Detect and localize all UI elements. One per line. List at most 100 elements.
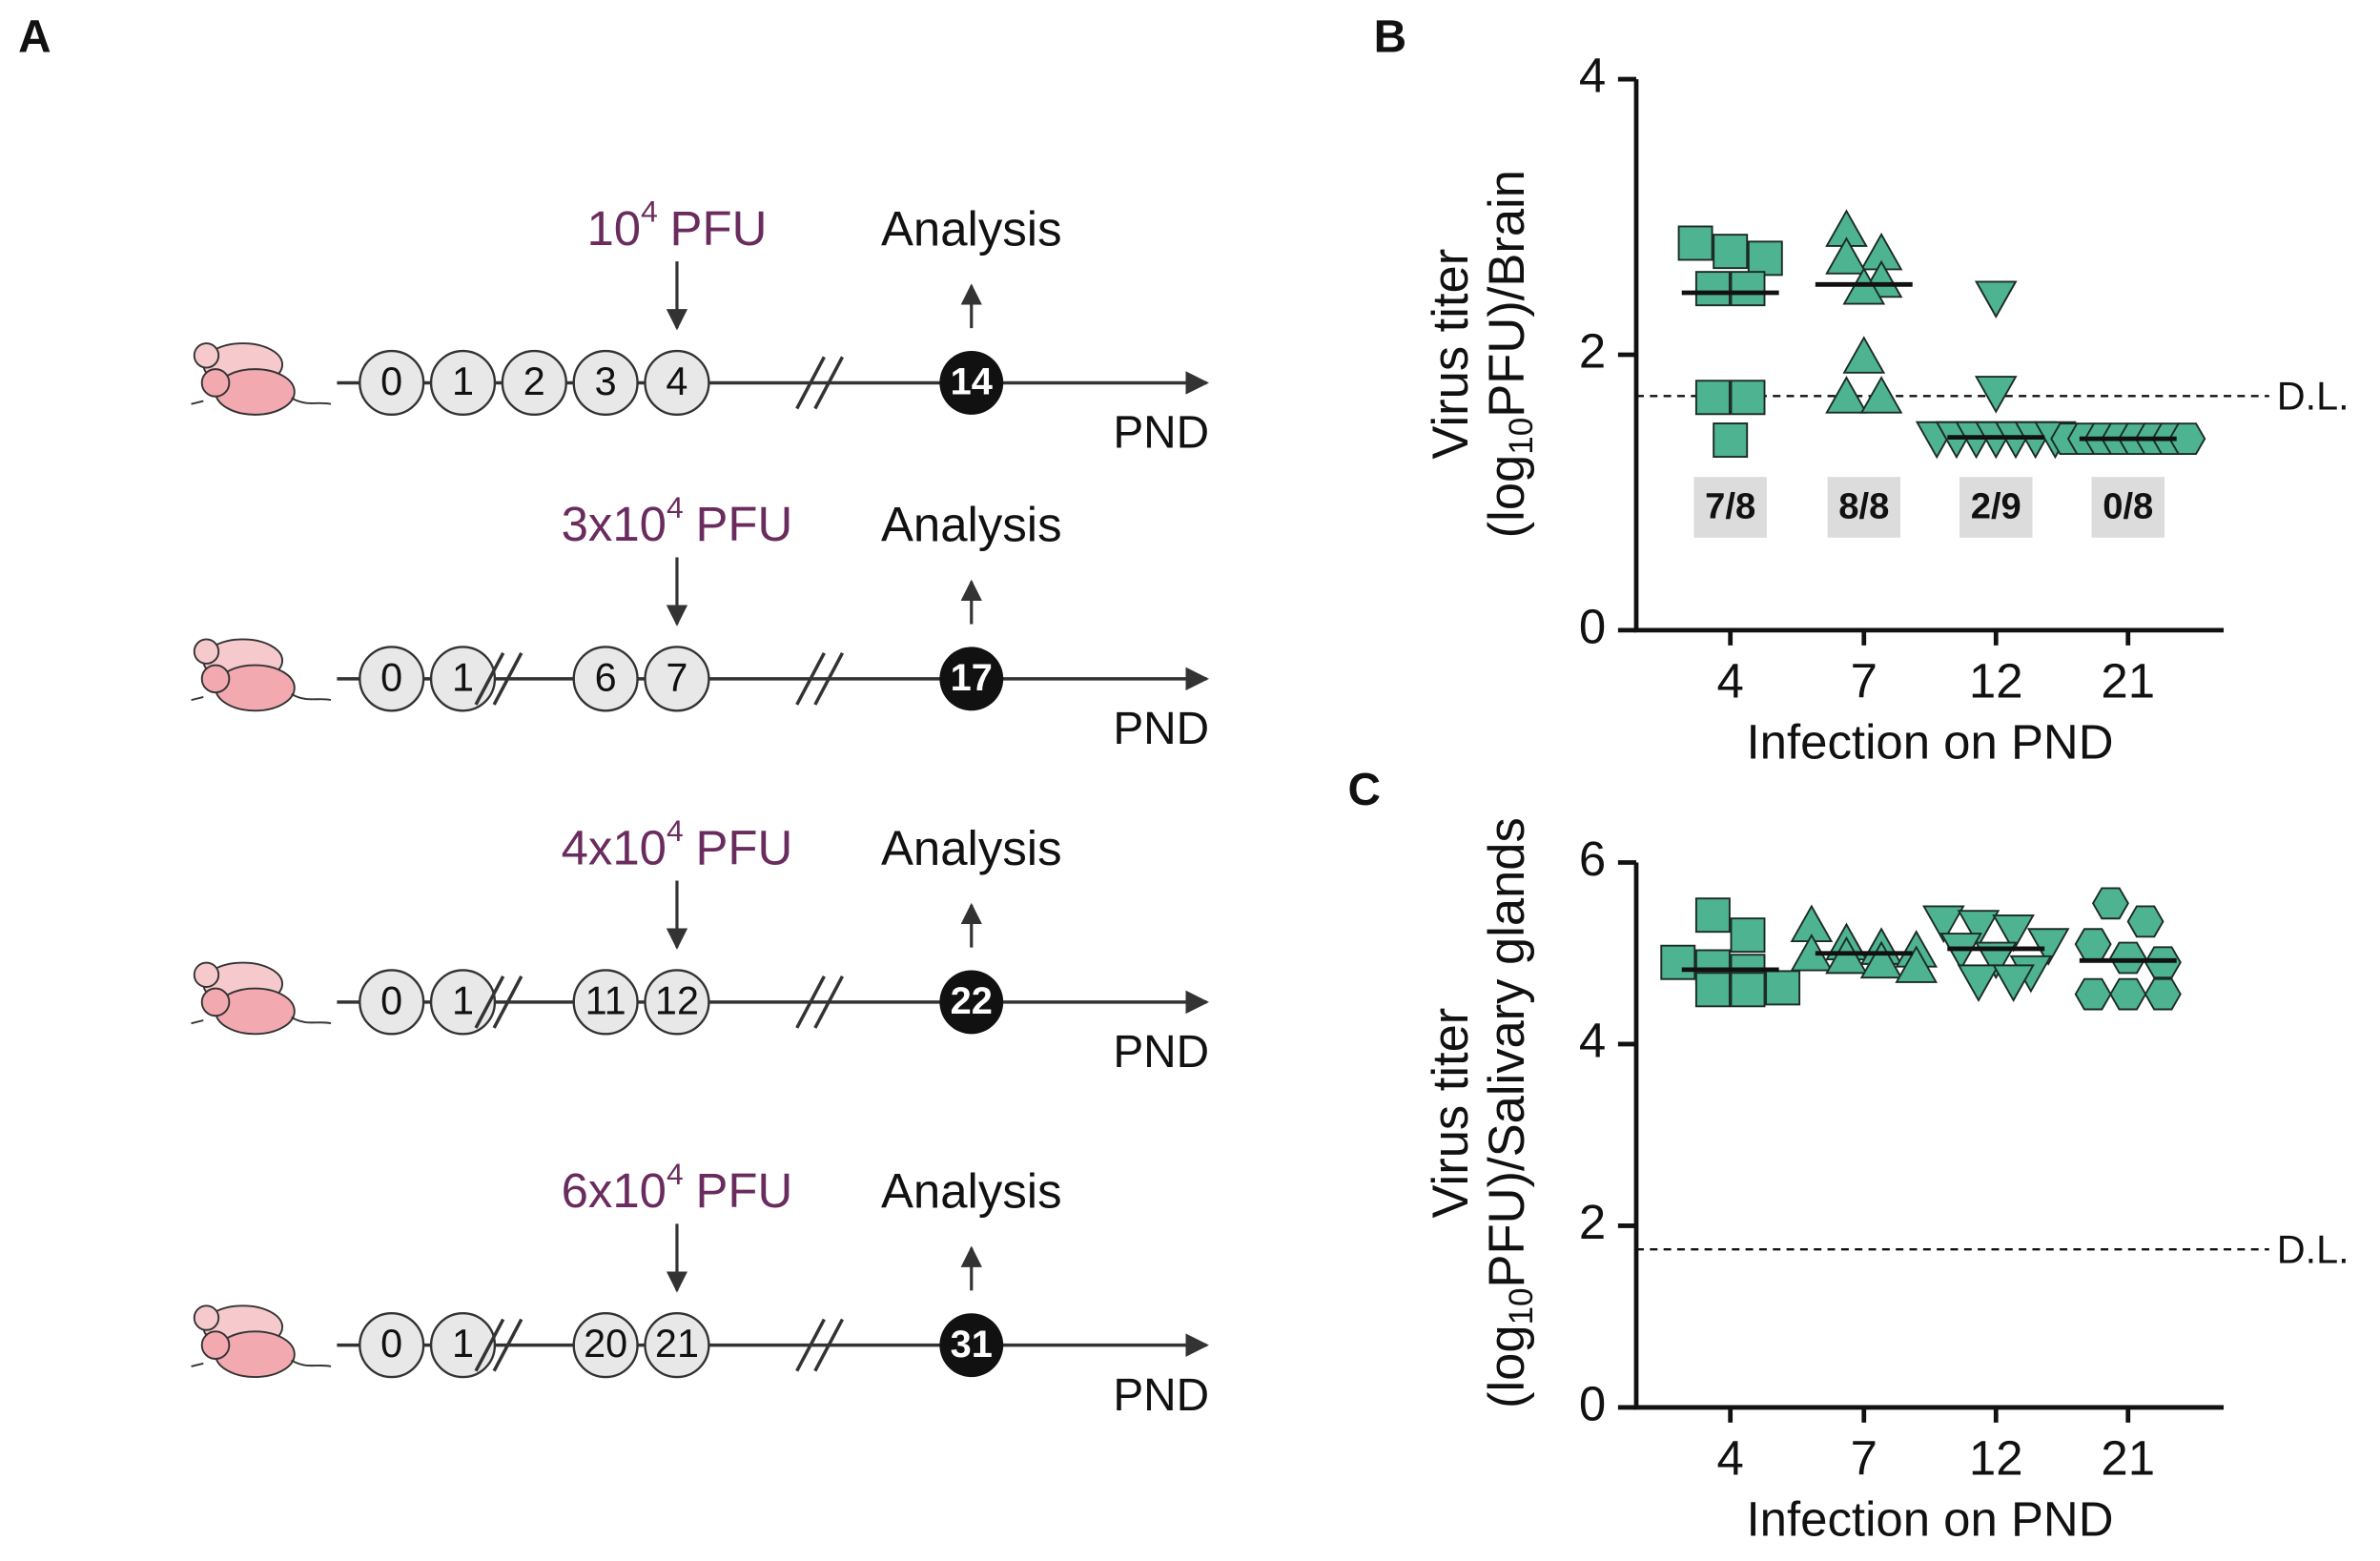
y-axis-title-part: PFU)/Salivary glands (1479, 817, 1535, 1287)
day-circle (429, 969, 497, 1036)
marker-inverted-triangle (1939, 933, 1982, 971)
marker-inverted-triangle (1992, 964, 2035, 1002)
marker-hexagon (2074, 977, 2112, 1011)
x-tick-label: 7 (1851, 1431, 1877, 1486)
panel-label: B (1374, 11, 1406, 62)
panel-label: A (18, 11, 51, 62)
day-circle (359, 1312, 425, 1379)
marker-square (1694, 271, 1731, 307)
axis-break (474, 976, 505, 1029)
panel-label: C (1348, 765, 1381, 815)
x-tick-label: 21 (2101, 654, 2155, 709)
day-label: 1 (452, 359, 474, 403)
y-axis-title: (log10PFU)/Brain (1479, 170, 1541, 538)
marker-inverted-triangle (1974, 941, 2018, 980)
analysis-label: Analysis (881, 201, 1062, 256)
y-tick-label: 2 (1579, 323, 1606, 378)
day-label: 20 (584, 1322, 627, 1366)
axis-break (474, 651, 505, 706)
marker-inverted-triangle (1957, 910, 2000, 948)
marker-square (1694, 897, 1731, 934)
day-circle (644, 646, 710, 712)
annotation-box (1827, 477, 1900, 538)
dose-label: 104 PFU (586, 195, 767, 256)
marker-square (1765, 970, 1801, 1006)
marker-triangle (1825, 376, 1868, 414)
y-axis-title-part: (log (1479, 1325, 1535, 1408)
marker-inverted-triangle (1922, 905, 1965, 944)
analysis-day-circle (939, 647, 1004, 711)
day-circle (572, 646, 639, 712)
x-tick-label: 7 (1851, 654, 1877, 709)
marker-square (1730, 917, 1766, 954)
axis-break (492, 651, 523, 706)
dose-label: 6x104 PFU (562, 1157, 793, 1218)
marker-square (1694, 972, 1731, 1008)
marker-square (1694, 380, 1731, 416)
day-label: 0 (380, 655, 402, 699)
day-label: 3 (595, 359, 617, 403)
marker-triangle (1895, 945, 1939, 983)
axis-label: PND (1113, 408, 1209, 459)
mouse-icon (190, 961, 332, 1036)
dose-unit: PFU (695, 498, 792, 552)
day-label: 0 (380, 359, 402, 403)
day-circle (429, 1312, 497, 1379)
day-circle (501, 349, 567, 417)
marker-hexagon (2109, 977, 2147, 1011)
y-tick-label: 0 (1579, 1376, 1606, 1430)
dose-exponent: 4 (667, 1157, 684, 1191)
day-label: 0 (380, 978, 402, 1022)
annotation-box (1959, 477, 2033, 538)
dose-label: 4x104 PFU (562, 814, 793, 875)
mouse-icon (190, 342, 332, 416)
day-label: 12 (655, 978, 699, 1022)
marker-square (1660, 944, 1696, 980)
y-tick-label: 6 (1579, 832, 1606, 886)
axis-break (813, 651, 845, 706)
day-circle (572, 969, 639, 1036)
axis-break (813, 1318, 845, 1372)
day-circle (359, 646, 425, 712)
x-tick-label: 12 (1969, 654, 2023, 709)
y-tick-label: 0 (1579, 599, 1606, 653)
day-circle (644, 1312, 710, 1379)
detection-limit-label: D.L. (2277, 1227, 2349, 1271)
axis-break (795, 651, 826, 706)
detection-limit-label: D.L. (2277, 374, 2349, 418)
marker-hexagon (2074, 928, 2112, 961)
marker-inverted-triangle (1992, 914, 2035, 953)
day-circle (429, 349, 497, 417)
analysis-day-label: 31 (951, 1324, 993, 1366)
dose-exponent: 4 (641, 195, 658, 229)
marker-triangle (1859, 376, 1903, 414)
x-tick-label: 4 (1717, 1431, 1744, 1486)
day-label: 1 (452, 1322, 474, 1366)
annotation: 2/9 (1971, 486, 2021, 527)
analysis-day-circle (939, 1313, 1004, 1378)
axis-label: PND (1113, 1370, 1209, 1421)
annotation: 8/8 (1838, 486, 1889, 527)
marker-square (1713, 422, 1749, 459)
analysis-label: Analysis (881, 498, 1062, 552)
marker-triangle (1842, 336, 1886, 374)
axis-break (474, 1318, 505, 1372)
marker-inverted-triangle (1974, 280, 2018, 318)
y-axis-title: (log10PFU)/Salivary glands (1479, 817, 1541, 1408)
dose-unit: PFU (670, 201, 768, 256)
axis-break (795, 1318, 826, 1372)
day-label: 1 (452, 655, 474, 699)
marker-inverted-triangle (1957, 964, 2000, 1002)
day-label: 6 (595, 655, 617, 699)
dose-base: 6x10 (562, 1164, 667, 1219)
day-label: 11 (585, 978, 626, 1022)
marker-square (1747, 240, 1783, 277)
day-label: 7 (666, 655, 687, 699)
axis-label: PND (1113, 1027, 1209, 1078)
annotation-box (1693, 477, 1767, 538)
x-tick-label: 21 (2101, 1431, 2155, 1486)
x-tick-label: 4 (1717, 654, 1744, 709)
marker-hexagon (2109, 941, 2147, 975)
dose-exponent: 4 (667, 814, 684, 849)
y-axis-title-subscript: 10 (1503, 418, 1540, 455)
